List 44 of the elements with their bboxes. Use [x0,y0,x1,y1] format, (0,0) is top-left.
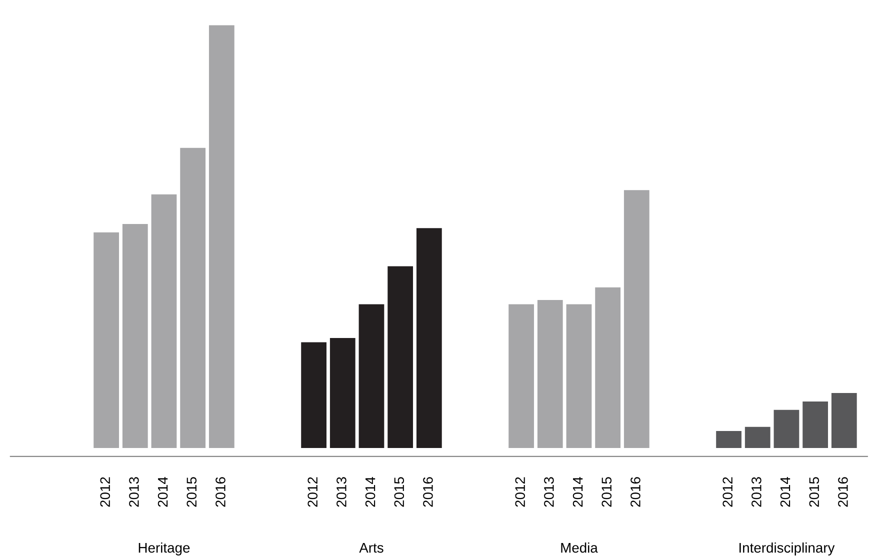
bar [122,224,148,448]
text: 2013 [752,477,762,507]
text: 2012 [100,477,110,507]
text: 2013 [544,477,554,507]
bar [208,25,234,448]
bar [624,190,650,448]
bar [388,266,414,448]
text: 2015 [394,477,404,507]
text: 2016 [423,477,433,507]
text: 2016 [216,477,226,507]
x-tick-label: Arts [359,543,384,553]
text: 2013 [336,477,346,507]
text: 2014 [158,476,168,507]
x-tick-label: Media [561,542,598,553]
text: 2012 [515,477,526,507]
bar [537,300,563,448]
bar [330,338,356,448]
bar [802,401,828,448]
text: 2015 [186,477,197,507]
bar [358,304,384,448]
bar [151,194,177,448]
bar [566,304,592,448]
bar [301,342,326,448]
text: 2016 [838,477,848,507]
x-tick-label: Interdisciplinary [740,542,835,556]
bar [716,431,742,448]
bar [508,304,534,448]
text: 2015 [809,477,820,507]
bar [180,148,206,448]
text: 2015 [602,477,612,507]
bar [744,426,770,448]
bar [774,410,800,448]
text: 2014 [572,476,583,507]
bar [94,232,119,448]
text: 2016 [630,477,640,507]
bar [831,393,857,448]
text: 2014 [365,476,376,507]
text: 2012 [308,477,318,507]
x-tick-label: Heritage [138,542,190,556]
text: 2013 [129,477,139,507]
bar [416,228,442,448]
bar [595,287,621,448]
text: 2014 [780,476,790,507]
text: 2012 [722,477,733,507]
